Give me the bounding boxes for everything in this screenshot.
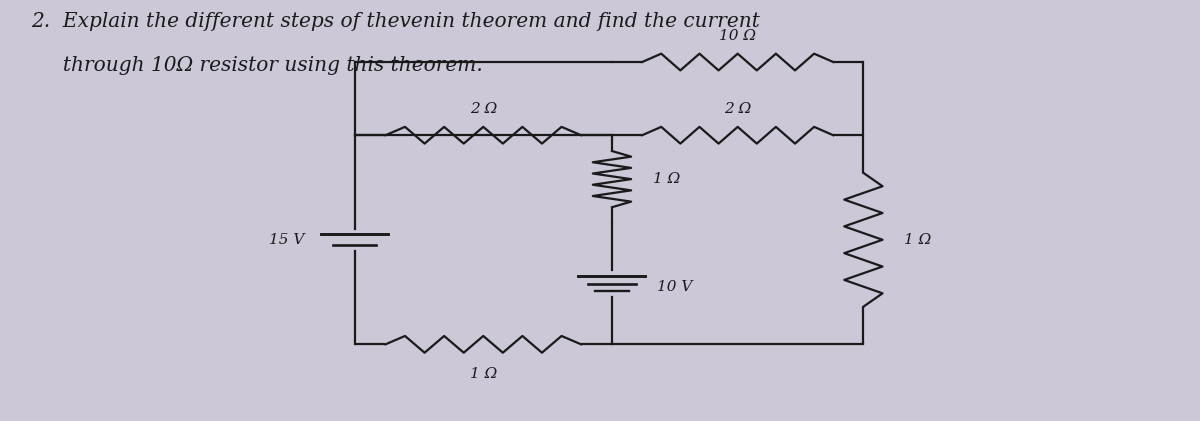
Text: 1 Ω: 1 Ω [469,368,497,381]
Text: 2.  Explain the different steps of thevenin theorem and find the current: 2. Explain the different steps of theven… [31,12,760,31]
Text: 15 V: 15 V [269,233,305,247]
Text: 10 V: 10 V [658,280,692,294]
Text: 1 Ω: 1 Ω [904,233,931,247]
Text: through 10Ω resistor using this theorem.: through 10Ω resistor using this theorem. [31,56,484,75]
Text: 2 Ω: 2 Ω [724,102,751,116]
Text: 2 Ω: 2 Ω [469,102,497,116]
Text: 10 Ω: 10 Ω [719,29,756,43]
Text: 1 Ω: 1 Ω [653,172,680,186]
